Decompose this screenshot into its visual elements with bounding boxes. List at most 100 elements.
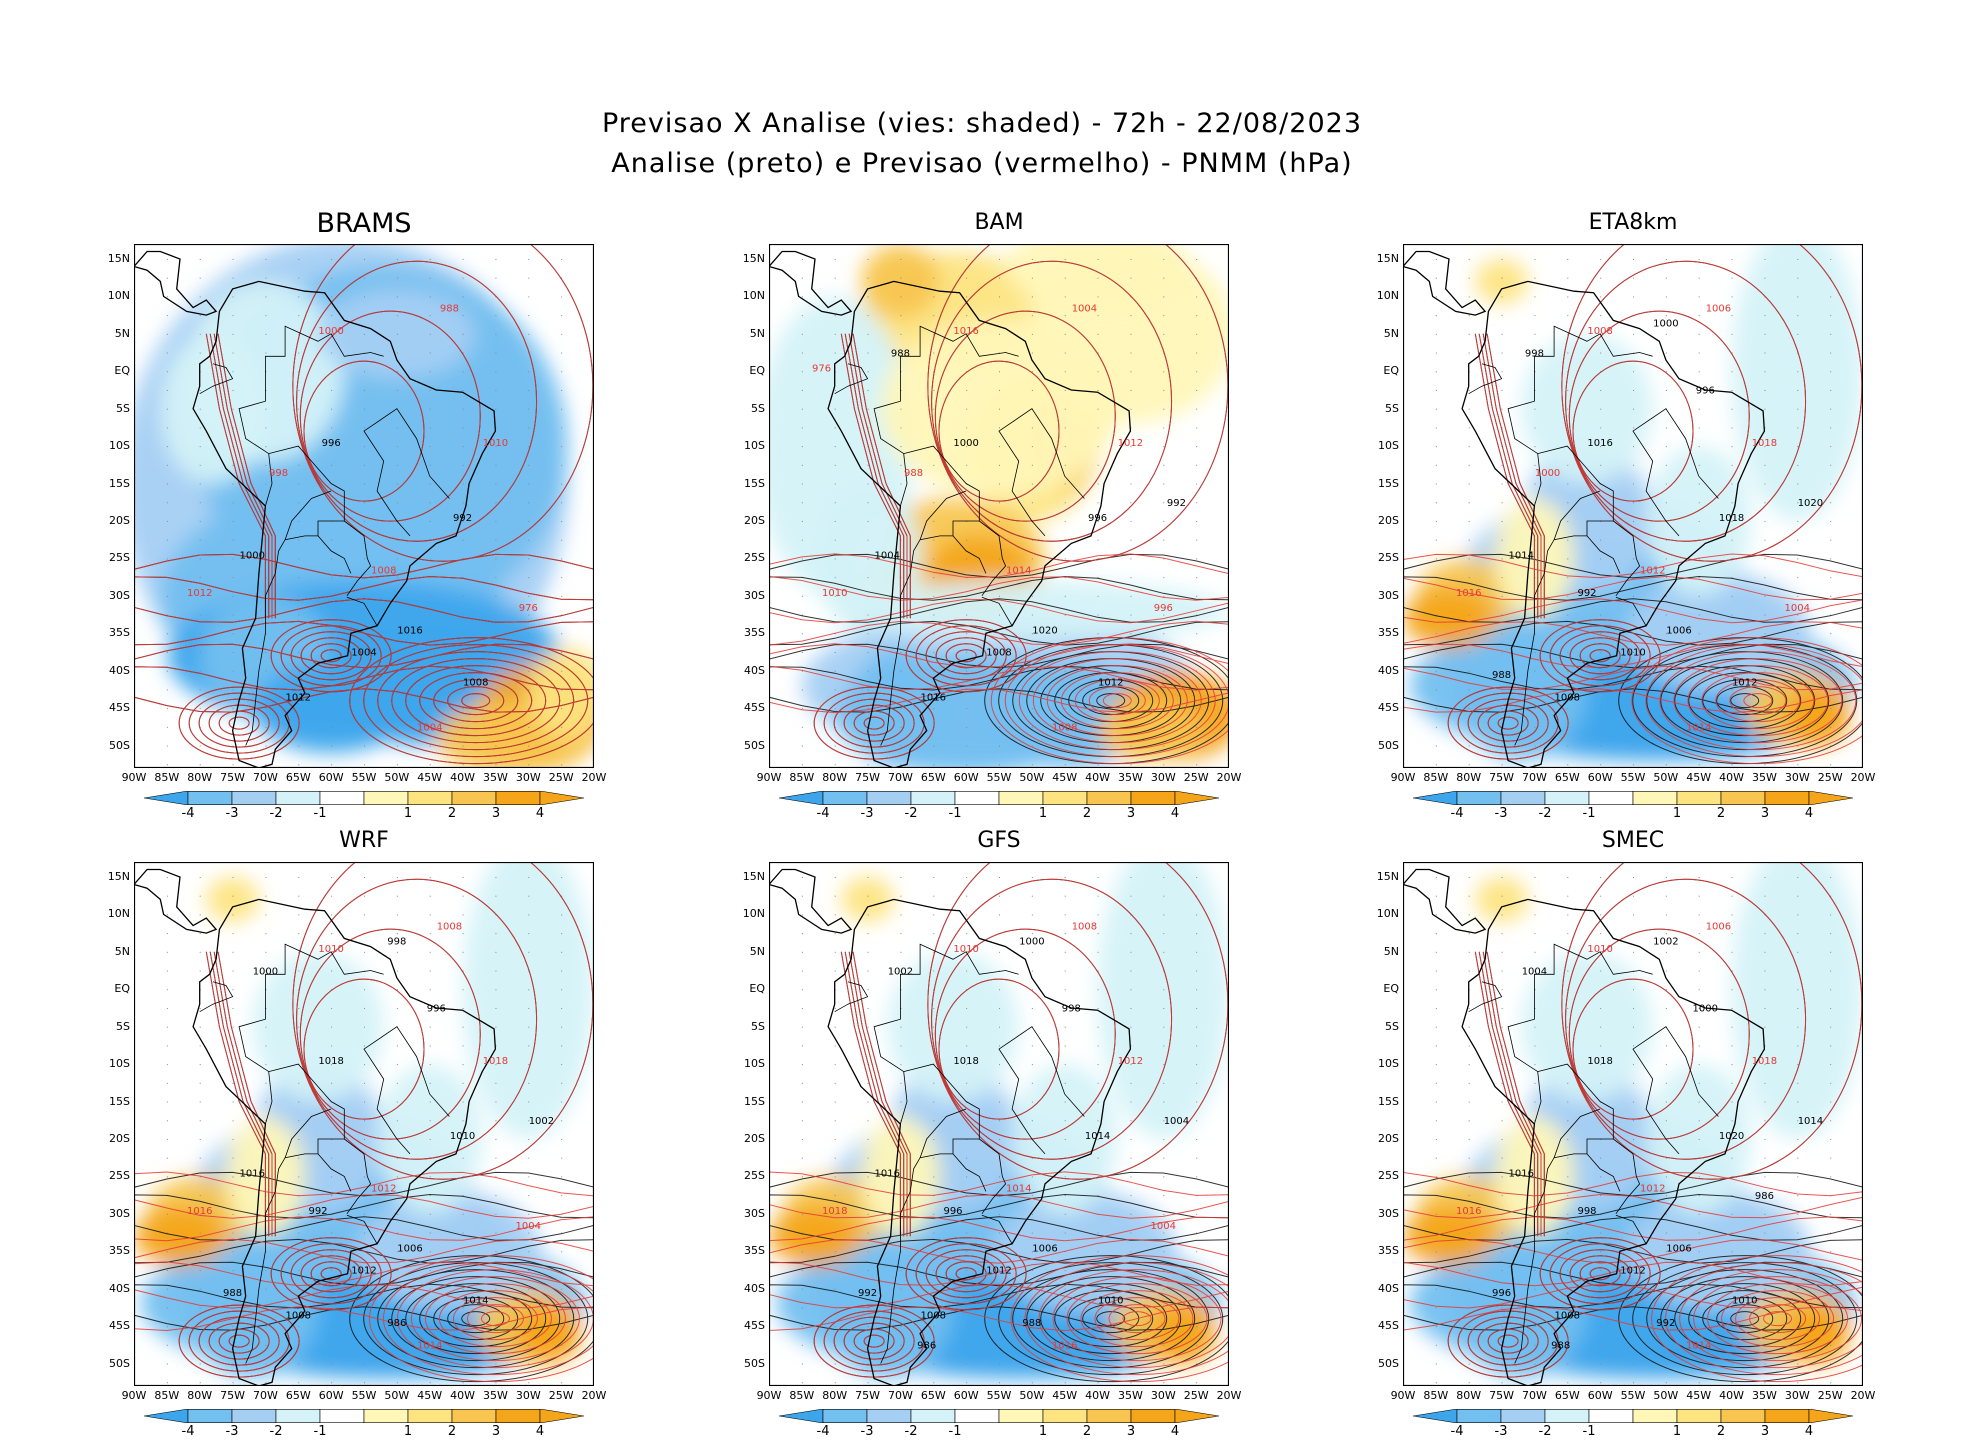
grid-dot (1196, 614, 1198, 616)
grid-dot (1797, 1120, 1799, 1122)
colorbar-tick-label: 1 (403, 1424, 413, 1439)
colorbar-tick-label: 3 (1126, 806, 1136, 821)
grid-dot (1665, 1269, 1667, 1271)
grid-dot (1064, 1232, 1066, 1234)
colorbar-segment (866, 791, 912, 805)
lon-label: 80W (822, 1389, 848, 1402)
grid-dot (396, 1363, 398, 1365)
contour-label-forecast: 988 (904, 468, 923, 479)
grid-dot (396, 933, 398, 935)
grid-dot (462, 670, 464, 672)
grid-dot (867, 895, 869, 897)
grid-dot (298, 352, 300, 354)
grid-dot (1633, 1026, 1634, 1028)
isobar (405, 1283, 547, 1355)
isobar (843, 704, 905, 742)
grid-dot (199, 1120, 201, 1122)
grid-dot (1130, 1101, 1132, 1103)
grid-dot (900, 1064, 902, 1066)
grid-dot (462, 464, 464, 466)
grid-dot (1797, 1138, 1799, 1140)
grid-dot (1435, 258, 1437, 260)
grid-dot (1567, 895, 1569, 897)
coastline (134, 868, 218, 934)
grid-dot (166, 670, 168, 672)
isobar (1549, 1243, 1651, 1305)
grid-dot (561, 633, 563, 635)
contour-label-analysis: 986 (917, 1341, 936, 1352)
grid-dot (1764, 1251, 1766, 1253)
grid-dot (429, 670, 431, 672)
grid-dot (1567, 464, 1569, 466)
grid-dot (1698, 258, 1700, 260)
isobar (905, 1237, 1027, 1311)
contour-label-forecast: 998 (269, 468, 288, 479)
grid-dot (396, 726, 398, 728)
grid-dot (1130, 895, 1132, 897)
grid-dot (166, 633, 168, 635)
grid-dot (900, 1363, 902, 1365)
grid-dot (933, 1120, 935, 1122)
contour-label-forecast: 1010 (822, 588, 847, 599)
grid-dot (561, 577, 563, 579)
grid-dot (429, 464, 431, 466)
grid-dot (1830, 1213, 1832, 1215)
grid-dot (1534, 1157, 1536, 1159)
grid-dot (298, 951, 300, 953)
isobar (990, 637, 1229, 765)
isobar (1735, 1297, 1821, 1341)
grid-dot (396, 614, 398, 616)
grid-dot (834, 914, 836, 916)
grid-dot (1435, 1213, 1437, 1215)
grid-dot (364, 427, 365, 429)
grid-dot (232, 1101, 234, 1103)
grid-dot (1031, 1213, 1033, 1215)
grid-dot (1064, 670, 1066, 672)
grid-dot (1633, 389, 1634, 391)
lon-label: 90W (756, 1389, 782, 1402)
lon-label: 45W (1686, 771, 1712, 784)
grid-dot (1196, 1382, 1198, 1384)
lat-label: 40S (744, 663, 765, 677)
grid-dot (561, 708, 563, 710)
grid-dot (1130, 464, 1132, 466)
isobar (447, 686, 505, 716)
grid-dot (1064, 1213, 1066, 1215)
grid-dot (199, 258, 201, 260)
grid-dot (232, 427, 234, 429)
grid-dot (298, 1007, 300, 1009)
grid-dot (1130, 1363, 1132, 1365)
colorbar-tick-label: 2 (447, 1424, 457, 1439)
grid-dot (1633, 446, 1634, 448)
grid-dot (1830, 1007, 1832, 1009)
grid-dot (1097, 483, 1099, 485)
country-border (981, 596, 1013, 627)
lon-label: 55W (351, 771, 377, 784)
grid-dot (265, 1007, 267, 1009)
grid-dot (867, 989, 869, 991)
grid-dot (265, 1326, 267, 1328)
grid-dot (232, 296, 234, 298)
grid-dot (561, 1064, 563, 1066)
colorbar-segment (275, 1409, 321, 1423)
grid-dot (1567, 764, 1569, 766)
grid-dot (331, 1176, 333, 1178)
grid-dot (1633, 296, 1634, 298)
grid-dot (1830, 764, 1832, 766)
grid-dot (265, 389, 267, 391)
isobar (134, 1306, 594, 1332)
grid-dot (1698, 1120, 1700, 1122)
grid-dot (429, 895, 431, 897)
grid-dot (801, 1101, 803, 1103)
grid-dot (1196, 1251, 1198, 1253)
grid-dot (462, 708, 464, 710)
grid-dot (1567, 1363, 1569, 1365)
bias-area (462, 862, 594, 1139)
colorbar-segment (954, 791, 1000, 805)
grid-dot (396, 1064, 398, 1066)
grid-dot (801, 1026, 803, 1028)
grid-dot (495, 520, 497, 522)
grid-dot (232, 502, 234, 504)
grid-dot (298, 876, 300, 878)
lat-label: 25S (109, 1169, 130, 1183)
